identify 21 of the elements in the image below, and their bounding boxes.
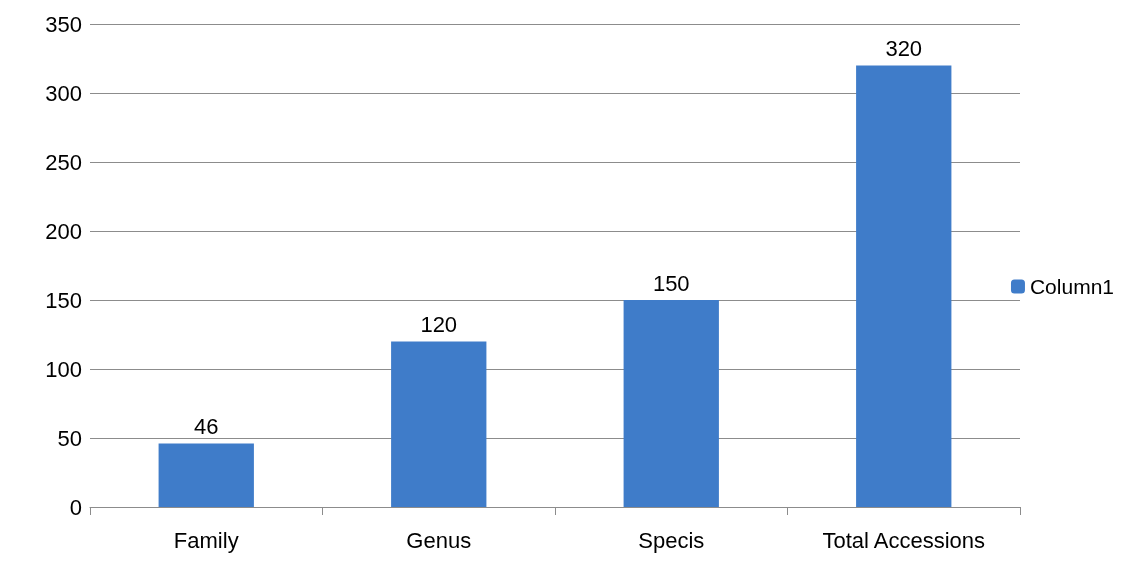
- y-tick-label: 100: [45, 356, 82, 382]
- y-tick-label: 350: [45, 11, 82, 37]
- data-label: 120: [420, 311, 458, 337]
- bar: [158, 443, 254, 507]
- x-tick-label: Specis: [638, 527, 705, 553]
- y-tick-label: 50: [57, 425, 82, 451]
- data-label: 150: [652, 270, 690, 296]
- bar: [391, 341, 487, 507]
- x-tick-label: Total Accessions: [822, 527, 986, 553]
- data-label: 320: [885, 35, 923, 61]
- y-tick-label: 150: [45, 287, 82, 313]
- y-tick-label: 250: [45, 149, 82, 175]
- legend-label: Column1: [1029, 275, 1115, 298]
- y-tick-label: 200: [45, 218, 82, 244]
- x-tick-label: Family: [173, 527, 239, 553]
- data-label: 46: [194, 414, 219, 440]
- bar: [856, 65, 952, 507]
- y-tick-label: 0: [69, 494, 82, 520]
- x-tick-label: Genus: [406, 527, 472, 553]
- bar: [623, 300, 719, 507]
- y-tick-label: 300: [45, 80, 82, 106]
